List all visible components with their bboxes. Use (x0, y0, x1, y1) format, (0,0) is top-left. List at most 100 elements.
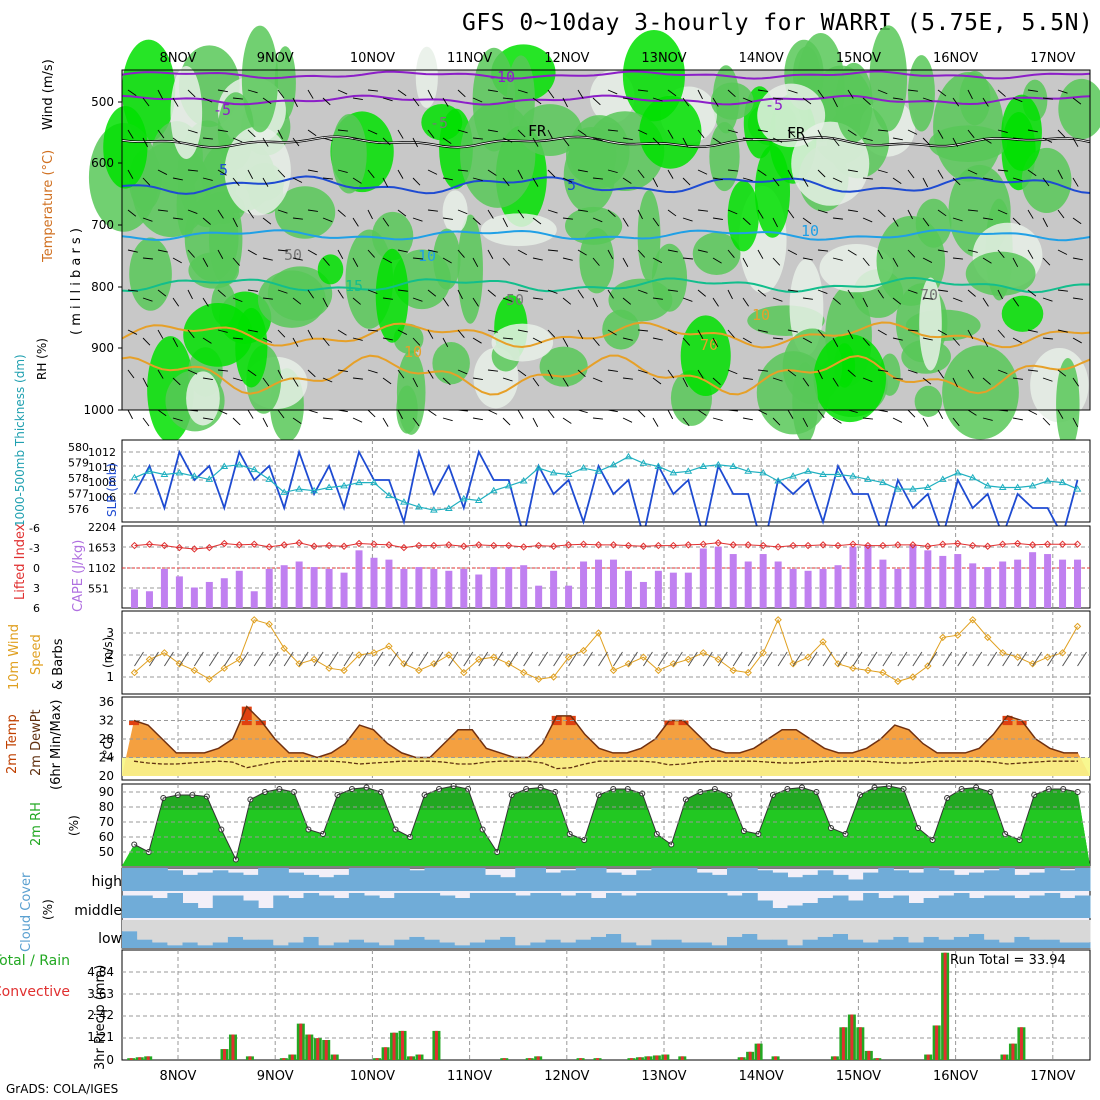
bottom-date-label: 11NOV (447, 1069, 492, 1084)
wind-barb (1012, 377, 1023, 380)
wind-barb (952, 257, 963, 260)
wind-barb (877, 89, 888, 95)
cape-bar (819, 568, 827, 608)
wind-barb-10m (732, 651, 743, 667)
thickness-tick-label: 577 (68, 488, 89, 501)
thickness-point (400, 498, 408, 505)
run-total-label: Run Total = 33.94 (950, 953, 1066, 968)
wind-barb (772, 137, 783, 143)
wind-barbs-axis-label: & Barbs (51, 638, 66, 690)
wind-barb (322, 177, 333, 180)
rh-point (131, 841, 138, 848)
bottom-date-label: 9NOV (257, 1069, 294, 1084)
thickness-point (489, 486, 498, 494)
contour-label: FR (787, 124, 806, 142)
wind-barb-10m (568, 651, 578, 667)
cape-tick-label: 551 (88, 583, 109, 596)
wind-barb (442, 257, 452, 264)
cape-bar (130, 589, 138, 608)
lifted-index-point (564, 541, 573, 549)
wind-barb (247, 209, 255, 219)
wind-barb (547, 369, 553, 380)
wind-barb (157, 369, 164, 379)
wind-barb (277, 209, 288, 214)
cloud-bar-middle (727, 895, 743, 918)
cape-bar (729, 554, 737, 608)
wind-barb (232, 297, 243, 303)
precip-convective-bar (528, 1058, 532, 1060)
wind-barb (352, 217, 359, 227)
wind-barb-10m (583, 651, 593, 667)
wind-barb (127, 89, 137, 97)
cloud-clear-low (953, 920, 970, 937)
lifted-index-point (1043, 540, 1052, 548)
cloud-clear-low (908, 920, 925, 943)
rh-blob (170, 65, 203, 160)
temperature-peak (241, 706, 252, 726)
cloud-bar-middle (1074, 895, 1091, 918)
cloud-clear-low (742, 920, 758, 934)
pressure-tick-label: 1000 (83, 403, 114, 417)
wind-barb (322, 97, 331, 106)
wind-barb-10m (1062, 651, 1072, 667)
thickness-point (205, 475, 214, 482)
cloud-bar-middle (953, 893, 970, 918)
cloud-bar-low (999, 942, 1015, 948)
wind-barb (742, 377, 753, 380)
wind-barb (127, 209, 137, 217)
cloud-bar-high (394, 868, 410, 891)
cloud-bar-middle (545, 893, 562, 918)
cloud-bar-middle (863, 893, 879, 918)
rh-blob (919, 277, 942, 371)
wind-speed-point (819, 638, 827, 646)
wind-barb (397, 329, 408, 335)
thickness-point (609, 460, 618, 468)
wind-barb (817, 409, 825, 419)
cloud-row-label: low (98, 931, 122, 947)
wind-barb (997, 89, 1006, 97)
cloud-clear-low (938, 920, 955, 940)
lifted-index-tick-label: -6 (29, 522, 40, 535)
cloud-bar-low (1014, 936, 1030, 948)
contour-label: 50 (284, 246, 302, 264)
cloud-bar-high (863, 872, 879, 891)
wind-barb (817, 289, 828, 294)
wind-barb-10m (837, 651, 848, 667)
wind-barb (982, 417, 993, 421)
wind-speed-point (729, 666, 737, 675)
wind-barb-10m (178, 651, 189, 667)
wind-barb (1057, 89, 1068, 94)
wind-barb (352, 297, 361, 305)
wind-barb (487, 369, 498, 372)
wind-barb (952, 217, 963, 222)
wind-speed-point (220, 664, 229, 672)
wind-barb-10m (283, 651, 294, 667)
cloud-clear-low (863, 920, 879, 943)
wind-barb (952, 377, 958, 388)
wind-speed-point (564, 653, 573, 661)
cloud-bar-middle (1059, 898, 1076, 918)
top-date-label: 13NOV (641, 51, 686, 66)
wind-barb (1012, 217, 1021, 226)
cloud-bar-middle (137, 895, 153, 918)
wind-barb (172, 297, 180, 307)
wind-speed-tick-label: 3 (106, 626, 114, 640)
cloud-bar-low (817, 936, 834, 948)
cape-bar (834, 565, 842, 608)
wind-barb (187, 329, 195, 339)
wind-barb (712, 417, 723, 422)
wind-barb-10m (493, 651, 504, 667)
wind-barb (967, 249, 978, 253)
wind-barb (352, 337, 363, 341)
wind-barb (697, 409, 707, 416)
wind-barb-10m (807, 651, 818, 667)
wind-barb-10m (1047, 651, 1057, 667)
rh-blob (257, 270, 326, 328)
precip-tick-label: 3.63 (87, 987, 114, 1001)
wind-barb (322, 417, 333, 420)
wind-barb (217, 129, 228, 133)
lifted-index-tick-label: 0 (33, 562, 40, 575)
cloud-bar-low (878, 939, 894, 948)
contour-label: 70 (700, 336, 718, 354)
wind-barb (967, 209, 978, 212)
